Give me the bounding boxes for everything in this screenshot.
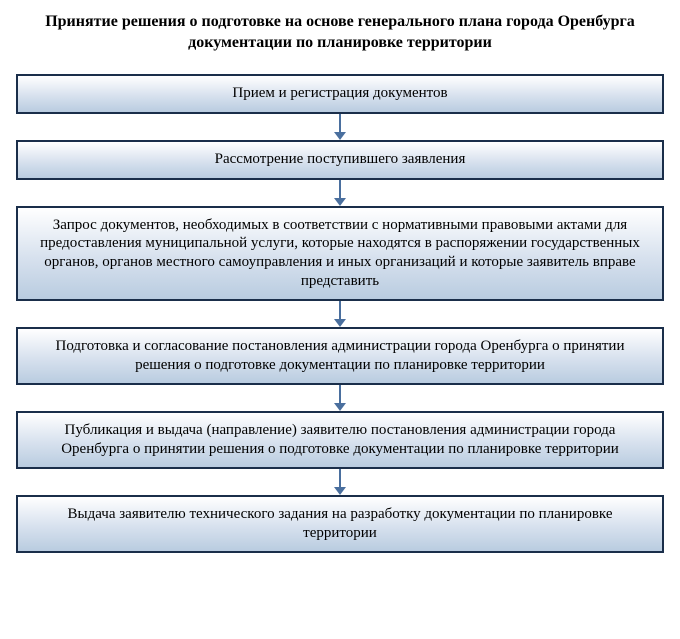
flow-step-4: Подготовка и согласование постановления … [16, 327, 664, 385]
flow-arrow-icon [334, 385, 346, 411]
flow-arrow-icon [334, 469, 346, 495]
flow-arrow-icon [334, 301, 346, 327]
flowchart-container: Прием и регистрация документов Рассмотрен… [16, 74, 664, 553]
flow-arrow-icon [334, 180, 346, 206]
flow-step-1: Прием и регистрация документов [16, 74, 664, 114]
flow-step-5: Публикация и выдача (направление) заявит… [16, 411, 664, 469]
flow-step-6: Выдача заявителю технического задания на… [16, 495, 664, 553]
flow-step-label: Публикация и выдача (направление) заявит… [32, 421, 648, 459]
flow-step-label: Рассмотрение поступившего заявления [215, 150, 466, 169]
flow-arrow-icon [334, 114, 346, 140]
flow-step-3: Запрос документов, необходимых в соответ… [16, 206, 664, 301]
flow-step-label: Выдача заявителю технического задания на… [32, 505, 648, 543]
flow-step-2: Рассмотрение поступившего заявления [16, 140, 664, 180]
flow-step-label: Запрос документов, необходимых в соответ… [32, 216, 648, 291]
flow-step-label: Подготовка и согласование постановления … [32, 337, 648, 375]
flow-step-label: Прием и регистрация документов [232, 84, 447, 103]
flowchart-title: Принятие решения о подготовке на основе … [16, 12, 664, 54]
